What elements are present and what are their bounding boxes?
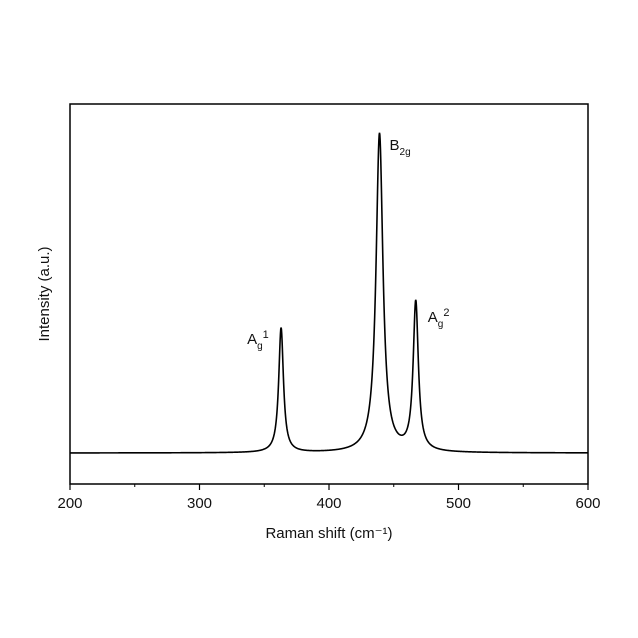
spectrum-line [70, 132, 588, 454]
x-tick-label-300: 300 [187, 495, 212, 512]
y-axis-title: Intensity (a.u.) [36, 246, 53, 341]
x-tick-label-200: 200 [57, 495, 82, 512]
x-axis-title: Raman shift (cm⁻¹) [265, 525, 392, 542]
x-tick-label-600: 600 [575, 495, 600, 512]
peak-labels: Ag1 B2g Ag2 [247, 137, 449, 352]
x-axis-tick-labels: 200 300 400 500 600 [57, 495, 600, 512]
peak-label-2: Ag2 [428, 307, 450, 330]
peak-label-1: B2g [390, 137, 411, 158]
x-tick-label-500: 500 [446, 495, 471, 512]
x-tick-label-400: 400 [316, 495, 341, 512]
peak-label-0: Ag1 [247, 329, 269, 352]
x-axis-ticks [69, 484, 589, 490]
plot-frame [69, 103, 589, 485]
